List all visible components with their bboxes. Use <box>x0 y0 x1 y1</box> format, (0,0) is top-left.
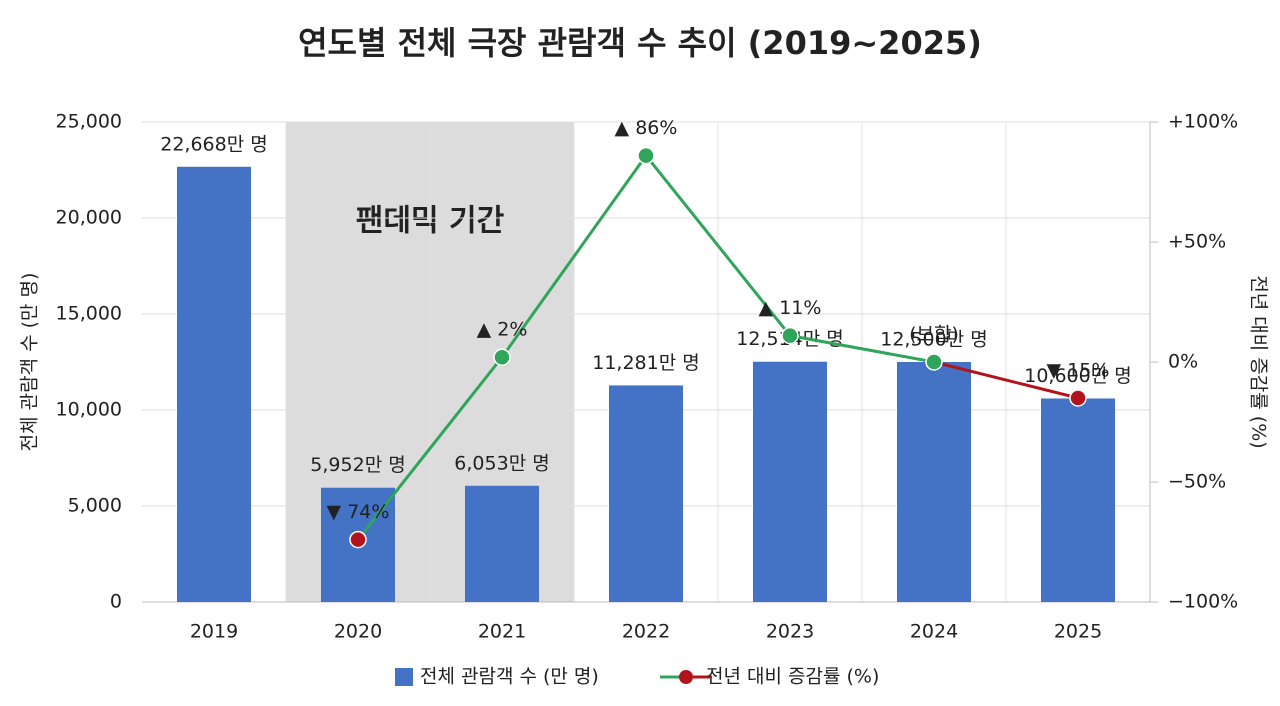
line-value-label: (보합) <box>909 324 959 346</box>
bar <box>609 385 683 602</box>
y2-tick-label: +50% <box>1168 231 1226 253</box>
y-axis-label: 전체 관람객 수 (만 명) <box>19 273 41 452</box>
bar <box>177 166 251 602</box>
x-tick-label: 2021 <box>478 621 526 643</box>
line-value-label: ▼ 74% <box>327 501 390 523</box>
line-segment <box>644 154 792 337</box>
line-value-label: ▲ 86% <box>615 117 678 139</box>
bar <box>1041 398 1115 602</box>
line-value-label: ▼ 15% <box>1047 360 1110 382</box>
y2-tick-label: −50% <box>1168 471 1226 493</box>
legend-label: 전년 대비 증감률 (%) <box>706 666 879 688</box>
bar-value-label: 6,053만 명 <box>454 452 549 474</box>
line-segment <box>933 360 1079 400</box>
bar-value-label: 22,668만 명 <box>160 133 267 155</box>
y-tick-label: 0 <box>110 591 122 613</box>
x-tick-label: 2024 <box>910 621 958 643</box>
y-tick-label: 15,000 <box>56 303 122 325</box>
line-value-label: ▲ 2% <box>477 319 528 341</box>
line-segment <box>500 154 648 359</box>
line-marker <box>349 530 367 549</box>
y-tick-label: 20,000 <box>56 207 122 229</box>
x-tick-label: 2023 <box>766 621 814 643</box>
legend: 전체 관람객 수 (만 명) 전년 대비 증감률 (%) <box>395 666 879 688</box>
bar <box>753 361 827 602</box>
bar-value-label: 10,600만 명 <box>1024 365 1131 387</box>
bar-value-label: 11,281만 명 <box>592 352 699 374</box>
x-tick-label: 2019 <box>190 621 238 643</box>
x-tick-label: 2020 <box>334 621 382 643</box>
y2-tick-label: −100% <box>1168 591 1238 613</box>
y-tick-label: 5,000 <box>68 495 122 517</box>
y2-tick-label: 0% <box>1168 351 1198 373</box>
legend-swatch <box>395 668 413 686</box>
bar-value-label: 5,952만 명 <box>310 454 405 476</box>
y-tick-label: 25,000 <box>56 111 122 133</box>
y-tick-label: 10,000 <box>56 399 122 421</box>
y2-tick-label: +100% <box>1168 111 1238 133</box>
line-marker <box>925 353 943 371</box>
x-tick-label: 2022 <box>622 621 670 643</box>
bar-value-label: 12,500만 명 <box>880 329 987 351</box>
line-marker <box>493 348 511 366</box>
bar <box>897 362 971 602</box>
line-value-label: ▲ 11% <box>759 297 822 319</box>
bar <box>465 485 539 602</box>
line-marker <box>637 146 655 165</box>
x-tick-label: 2025 <box>1054 621 1102 643</box>
line-marker <box>781 326 799 345</box>
y2-axis-label: 전년 대비 증감률 (%) <box>1248 275 1270 448</box>
legend-marker <box>679 670 693 684</box>
legend-label: 전체 관람객 수 (만 명) <box>420 666 599 688</box>
line-segment <box>356 356 504 541</box>
line-marker <box>1069 389 1087 407</box>
line-segment <box>789 334 935 364</box>
chart-title: 연도별 전체 극장 관람객 수 추이 (2019~2025) <box>298 24 982 62</box>
